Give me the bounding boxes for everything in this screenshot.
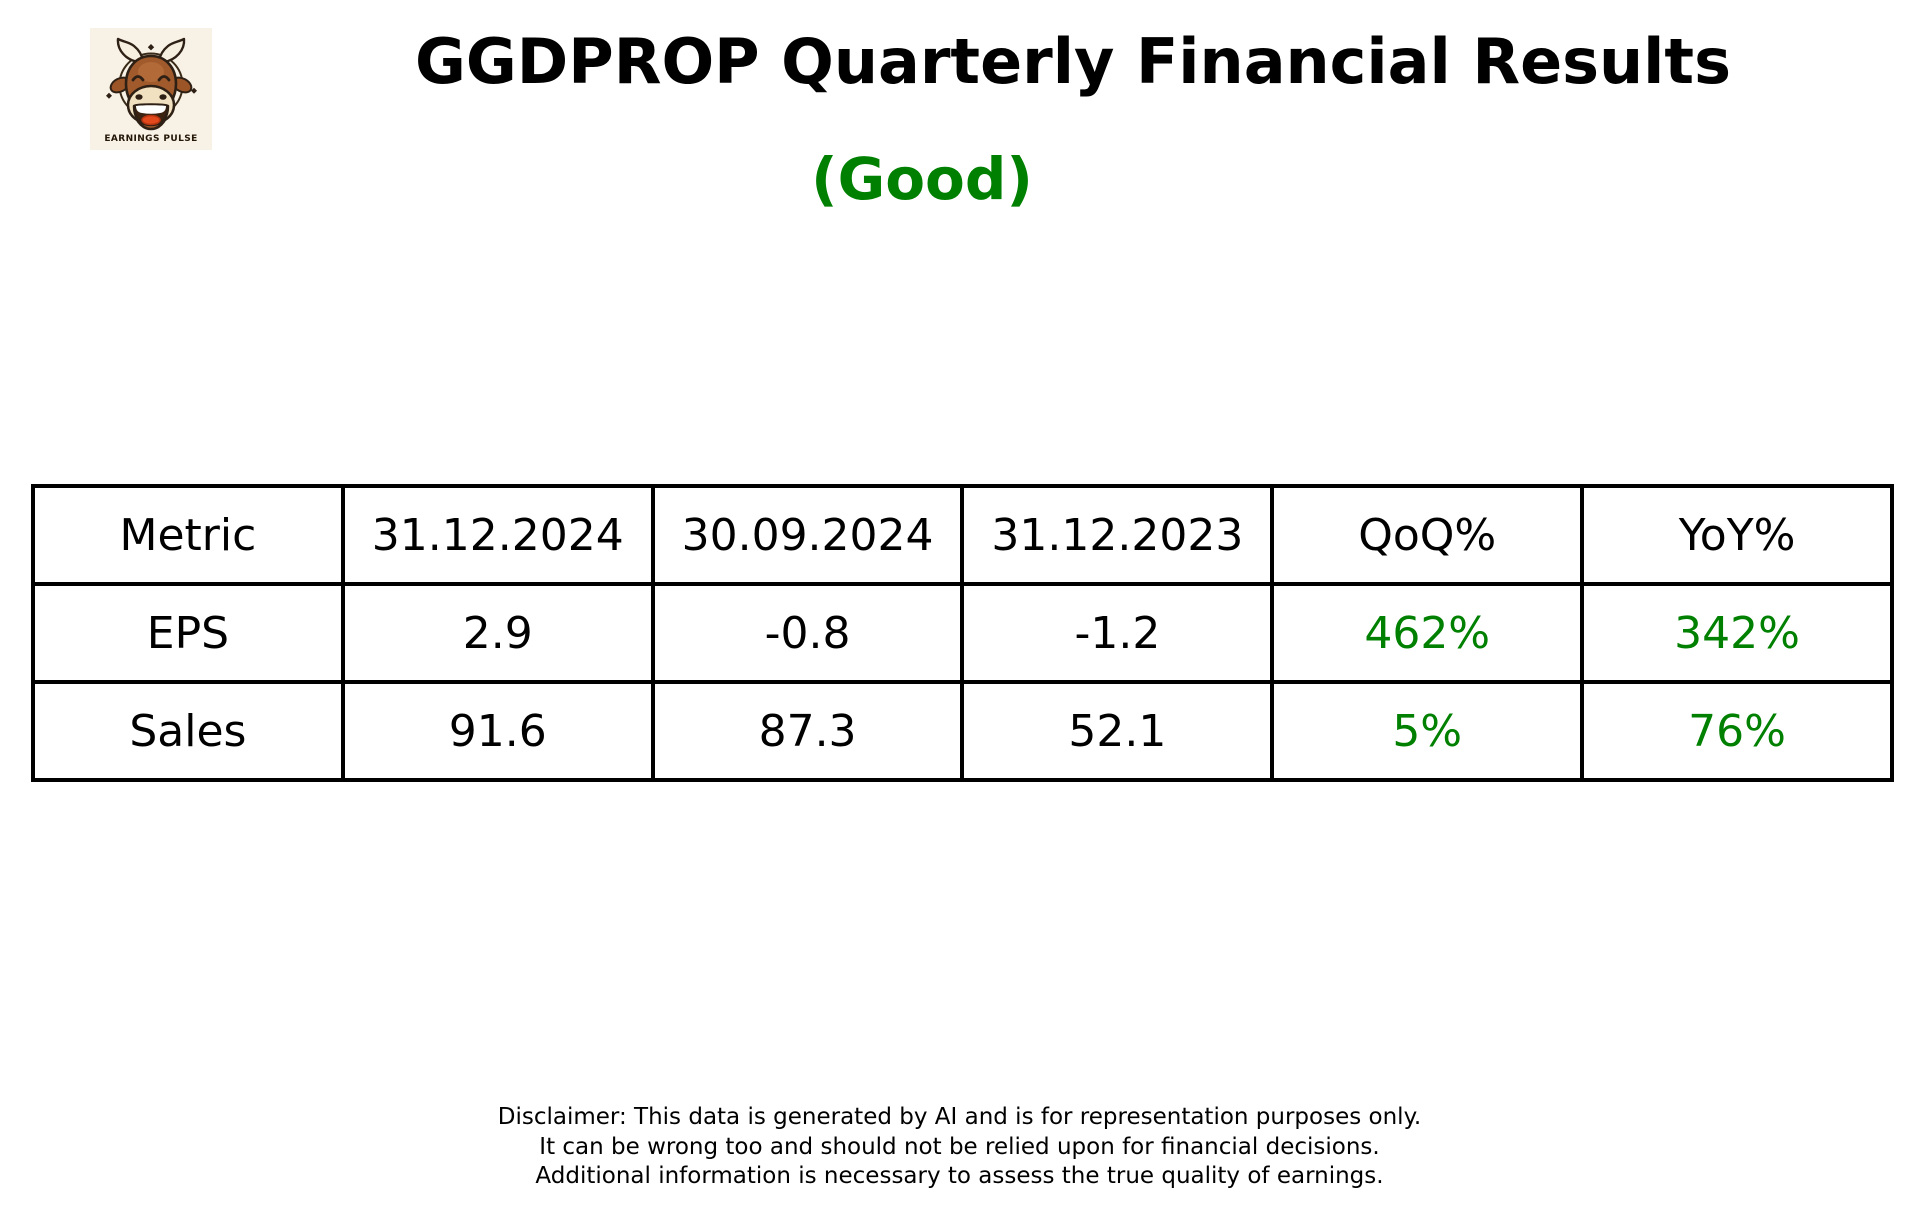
verdict-badge: (Good)	[811, 145, 1033, 213]
disclaimer: Disclaimer: This data is generated by AI…	[0, 1103, 1919, 1192]
disclaimer-line: It can be wrong too and should not be re…	[539, 1133, 1380, 1160]
laughing-bull-icon	[106, 37, 197, 131]
col-header-metric: Metric	[31, 484, 345, 586]
cell-yoy-change: 76%	[1580, 680, 1894, 782]
col-header-q-prev: 30.09.2024	[650, 484, 965, 586]
col-header-qoq: QoQ%	[1270, 484, 1585, 586]
earnings-pulse-logo: EARNINGS PULSE	[90, 28, 212, 150]
cell-yoy-change: 342%	[1580, 582, 1894, 684]
cell-value: 52.1	[960, 680, 1275, 782]
disclaimer-line: Disclaimer: This data is generated by AI…	[497, 1104, 1422, 1130]
cell-qoq-change: 462%	[1270, 582, 1585, 684]
cell-qoq-change: 5%	[1270, 680, 1585, 782]
logo-brand-text: EARNINGS PULSE	[104, 134, 198, 144]
table-row-eps: EPS 2.9 -0.8 -1.2 462% 342%	[31, 582, 1894, 684]
cell-value: 91.6	[340, 680, 655, 782]
col-header-yoy: YoY%	[1580, 484, 1894, 586]
results-table: Metric 31.12.2024 30.09.2024 31.12.2023 …	[31, 484, 1894, 782]
cell-value: -0.8	[650, 582, 965, 684]
page-title: GGDPROP Quarterly Financial Results	[415, 25, 1731, 98]
table-header-row: Metric 31.12.2024 30.09.2024 31.12.2023 …	[31, 484, 1894, 586]
cell-value: 87.3	[650, 680, 965, 782]
disclaimer-line: Additional information is necessary to a…	[535, 1163, 1384, 1189]
table-row-sales: Sales 91.6 87.3 52.1 5% 76%	[31, 680, 1894, 782]
cell-metric: EPS	[31, 582, 345, 684]
col-header-q-current: 31.12.2024	[340, 484, 655, 586]
cell-value: -1.2	[960, 582, 1275, 684]
results-table-wrapper: Metric 31.12.2024 30.09.2024 31.12.2023 …	[31, 484, 1894, 782]
cell-metric: Sales	[31, 680, 345, 782]
col-header-q-yearago: 31.12.2023	[960, 484, 1275, 586]
cell-value: 2.9	[340, 582, 655, 684]
